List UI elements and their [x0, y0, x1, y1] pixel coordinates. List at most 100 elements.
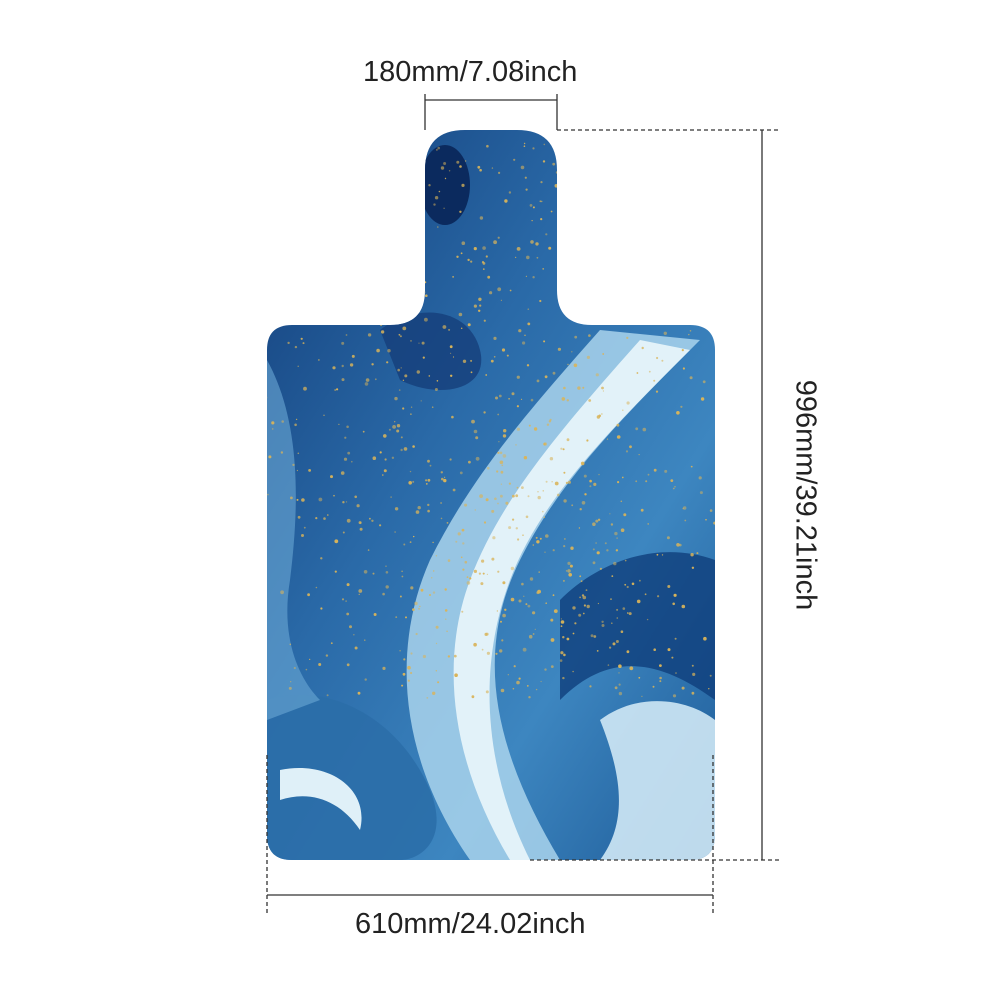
gold-flake [440, 471, 443, 474]
gold-flake [597, 212, 600, 215]
gold-flake [586, 355, 591, 359]
gold-flake [346, 425, 349, 429]
gold-flake [446, 630, 448, 633]
gold-flake [624, 145, 629, 150]
gold-flake [294, 345, 298, 349]
gold-flake [334, 570, 337, 573]
gold-flake [533, 427, 538, 431]
gold-flake [464, 503, 468, 507]
gold-flake [497, 413, 500, 416]
gold-flake [440, 502, 443, 504]
gold-flake [581, 594, 585, 597]
gold-flake [249, 606, 252, 609]
gold-flake [479, 304, 482, 307]
gold-flake [545, 480, 548, 483]
gold-flake [399, 649, 401, 652]
gold-flake [705, 518, 707, 521]
gold-flake [548, 420, 552, 423]
gold-flake [456, 160, 460, 164]
gold-flake [390, 275, 394, 278]
gold-flake [267, 341, 268, 346]
gold-flake [543, 340, 546, 343]
gold-flake [287, 341, 290, 345]
gold-flake [500, 688, 505, 693]
gold-flake [364, 382, 369, 386]
gold-flake [513, 158, 516, 161]
gold-flake [347, 451, 351, 455]
gold-flake [391, 140, 395, 145]
gold-flake [426, 697, 429, 699]
gold-flake [470, 359, 473, 362]
gold-flake [409, 470, 412, 473]
gold-flake [586, 439, 589, 442]
gold-flake [410, 413, 412, 416]
gold-flake [560, 651, 564, 655]
gold-flake [571, 351, 573, 353]
gold-flake [491, 167, 494, 169]
gold-flake [444, 588, 447, 591]
gold-flake [345, 334, 348, 336]
gold-flake [345, 600, 347, 602]
gold-flake [682, 367, 686, 370]
gold-flake [527, 308, 530, 311]
gold-flake [501, 639, 504, 642]
gold-flake [734, 673, 736, 675]
gold-flake [346, 663, 350, 667]
gold-flake [446, 522, 449, 524]
gold-flake [661, 554, 664, 556]
gold-flake [638, 243, 641, 246]
gold-flake [518, 329, 522, 333]
gold-flake [566, 301, 568, 304]
gold-flake [295, 418, 298, 421]
gold-flake [435, 625, 439, 629]
gold-flake [600, 320, 604, 323]
gold-flake [497, 287, 502, 292]
gold-flake [557, 347, 562, 351]
gold-flake [345, 501, 348, 503]
gold-flake [412, 480, 415, 483]
gold-flake [620, 528, 625, 532]
gold-flake [397, 301, 400, 304]
gold-flake [572, 632, 575, 635]
gold-flake [641, 695, 643, 698]
gold-flake [487, 466, 490, 470]
height-label: 996mm/39.21inch [789, 379, 822, 611]
gold-flake [718, 631, 721, 634]
gold-flake [550, 210, 553, 213]
gold-flake [434, 196, 439, 200]
gold-flake [552, 162, 556, 166]
gold-flake [625, 173, 628, 176]
gold-flake [680, 215, 684, 219]
gold-flake [485, 690, 489, 694]
gold-flake [544, 668, 547, 671]
gold-flake [484, 632, 488, 637]
gold-flake [358, 589, 363, 593]
gold-flake [502, 434, 507, 438]
gold-flake [441, 477, 444, 481]
gold-flake [574, 622, 577, 625]
gold-flake [479, 168, 482, 172]
gold-flake [272, 263, 274, 265]
gold-flake [607, 285, 611, 289]
gold-flake [452, 276, 454, 278]
gold-flake [486, 573, 488, 576]
gold-flake [374, 378, 377, 381]
gold-flake [520, 398, 523, 400]
gold-flake [411, 250, 415, 254]
gold-flake [260, 184, 261, 185]
gold-flake [338, 423, 340, 425]
gold-flake [399, 335, 402, 338]
gold-flake [425, 483, 428, 485]
gold-flake [661, 359, 664, 362]
gold-flake [402, 281, 406, 285]
gold-flake [656, 356, 659, 360]
gold-flake [315, 517, 318, 520]
gold-flake [656, 553, 659, 556]
gold-flake [563, 499, 567, 503]
gold-flake [427, 478, 431, 482]
gold-flake [425, 294, 428, 298]
gold-flake [690, 465, 693, 468]
gold-flake [466, 576, 469, 578]
gold-flake [444, 609, 448, 612]
gold-flake [559, 659, 563, 662]
